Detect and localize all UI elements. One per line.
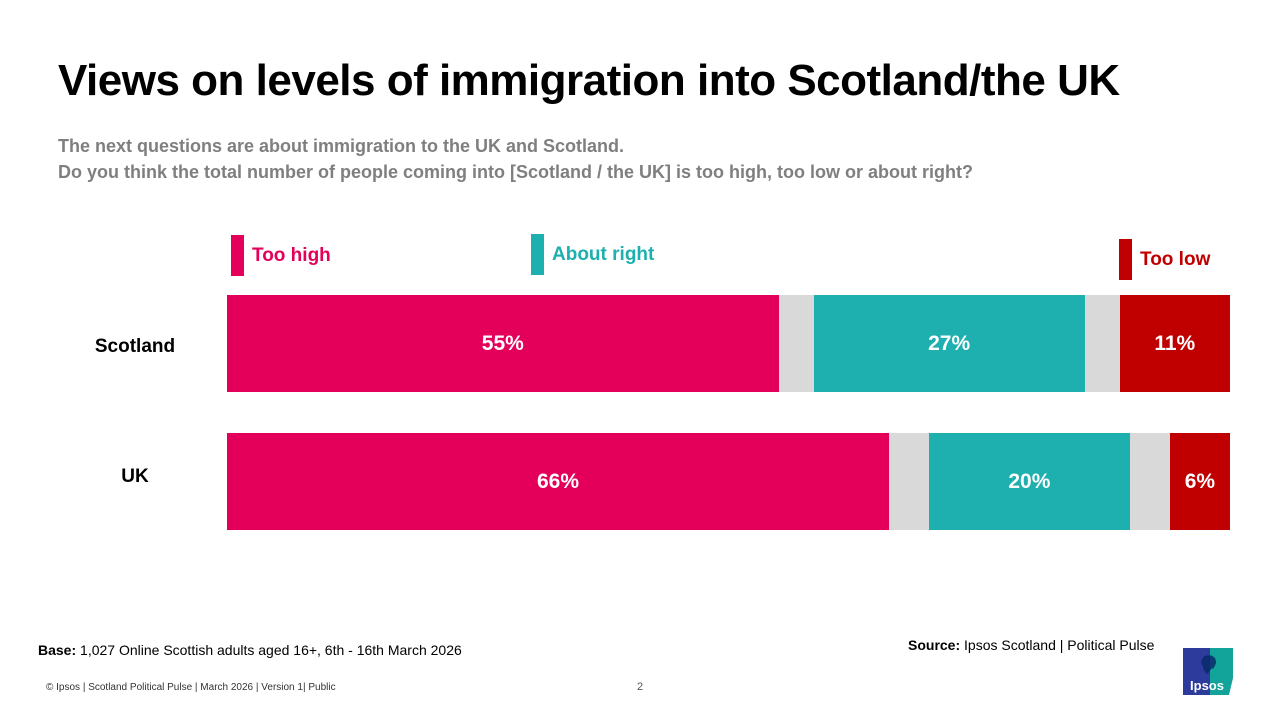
category-label-scotland: Scotland	[94, 336, 176, 357]
subtitle-line-1: The next questions are about immigration…	[58, 136, 625, 156]
legend-swatch	[1119, 239, 1132, 280]
bar-segment-about-right: 20%	[929, 433, 1130, 530]
category-label-uk: UK	[121, 466, 149, 487]
bar-segment-too-low: 11%	[1119, 295, 1230, 392]
bar-gap-remainder	[778, 295, 814, 392]
data-label: 6%	[1184, 469, 1216, 493]
legend-label: Too low	[1140, 248, 1211, 270]
page-title: Views on levels of immigration into Scot…	[58, 56, 1120, 105]
bar-gap-remainder	[888, 433, 930, 530]
bar-segment-too-low: 6%	[1169, 433, 1230, 530]
bar-segment-too-high: 66%	[227, 433, 889, 530]
legend-item-too-high: Too high	[231, 235, 331, 276]
subtitle-line-2: Do you think the total number of people …	[58, 162, 973, 182]
data-label: 20%	[1008, 469, 1051, 493]
data-label: 27%	[928, 331, 971, 355]
svg-text:Ipsos: Ipsos	[1190, 678, 1224, 693]
bar-segment-too-high: 55%	[227, 295, 779, 392]
copyright-footer: © Ipsos | Scotland Political Pulse | Mar…	[46, 682, 336, 693]
base-label: Base:	[38, 642, 77, 658]
data-label: 55%	[481, 331, 524, 355]
bar-segment-about-right: 27%	[813, 295, 1085, 392]
legend-label: About right	[552, 243, 655, 265]
bar-gap-remainder	[1084, 295, 1120, 392]
source-note: Source: Ipsos Scotland | Political Pulse	[908, 637, 1154, 653]
source-label: Source:	[908, 637, 961, 653]
page-number: 2	[637, 681, 644, 693]
data-label: 11%	[1154, 331, 1196, 355]
legend-swatch	[531, 234, 544, 275]
legend-swatch	[231, 235, 244, 276]
bar-row-uk: 66% 20% 6%	[227, 433, 1230, 530]
question-text: The next questions are about immigration…	[58, 133, 973, 185]
data-label: 66%	[536, 469, 579, 493]
bar-row-scotland: 55% 27% 11%	[227, 295, 1230, 392]
source-text: Ipsos Scotland | Political Pulse	[960, 637, 1155, 653]
legend-label: Too high	[252, 244, 331, 266]
legend-item-too-low: Too low	[1119, 239, 1210, 280]
ipsos-logo: Ipsos	[1183, 648, 1233, 695]
base-text: 1,027 Online Scottish adults aged 16+, 6…	[76, 642, 462, 658]
legend-item-about-right: About right	[531, 234, 654, 275]
base-note: Base: 1,027 Online Scottish adults aged …	[38, 642, 462, 658]
bar-gap-remainder	[1129, 433, 1170, 530]
